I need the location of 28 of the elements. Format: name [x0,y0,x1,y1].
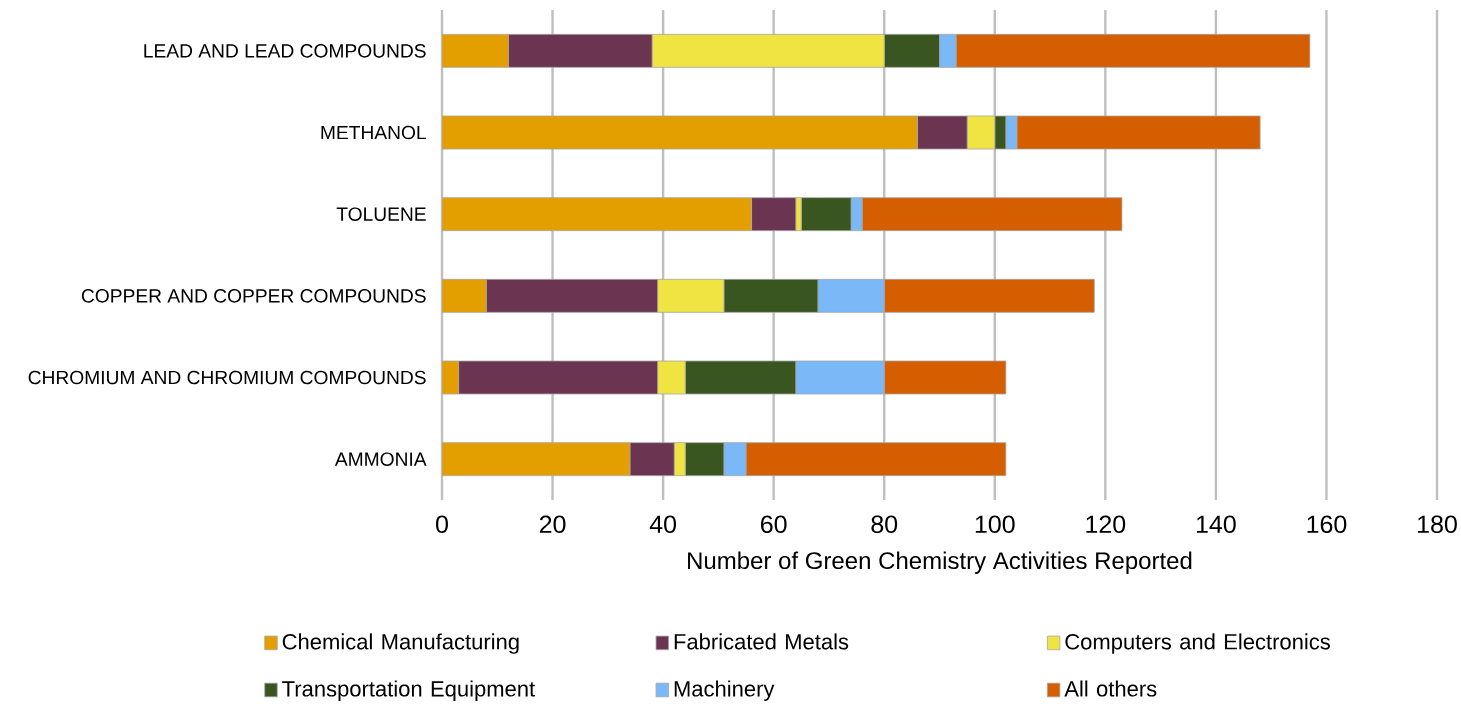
y-tick-label: LEAD AND LEAD COMPOUNDS [144,44,426,58]
bar [442,33,509,68]
legend-label: All others [1064,680,1157,697]
x-tick-label: 100 [975,515,1015,534]
x-tick-label: 20 [539,515,566,534]
y-tick-label: CHROMIUM AND CHROMIUM COMPOUNDS [28,370,426,385]
legend-label: Chemical Manufacturing [282,633,519,654]
x-axis-title: Number of Green Chemistry Activities Reported [688,551,1192,574]
bar [442,278,487,313]
y-tick-label: COPPER AND COPPER COMPOUNDS [81,289,426,303]
legend-label: Transportation Equipment [282,680,535,701]
x-tick-label: 40 [649,515,677,534]
x-tick-label: 80 [871,515,898,534]
x-tick-label: 120 [1086,515,1126,534]
x-tick-label: 140 [1196,515,1236,534]
legend-label: Computers and Electronics [1065,633,1330,654]
x-tick-label: 160 [1307,515,1347,534]
y-tick-label: TOLUENE [336,207,426,221]
x-tick-label: 180 [1418,515,1457,534]
x-tick-label: 0 [436,515,448,534]
x-tick-label: 60 [761,515,787,534]
bar [442,442,631,477]
bar [442,115,918,150]
y-tick-label: AMMONIA [334,452,427,466]
bar [442,197,752,232]
legend-label: Machinery [674,680,775,701]
y-tick-label: METHANOL [321,125,426,140]
legend-label: Fabricated Metals [674,633,849,650]
